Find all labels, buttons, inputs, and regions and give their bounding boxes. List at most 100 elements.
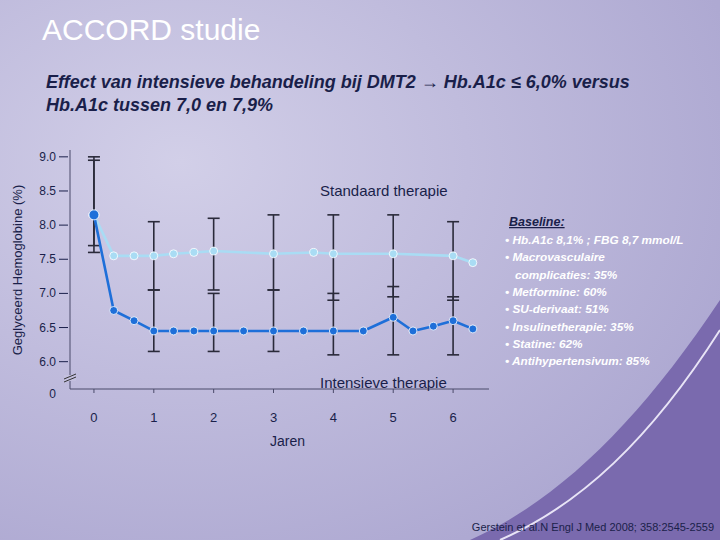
error-cap (268, 289, 280, 291)
error-cap (387, 286, 399, 288)
error-whisker (93, 160, 95, 252)
series-marker (449, 252, 457, 260)
decor-swoosh (470, 300, 720, 540)
series-marker (89, 210, 99, 220)
series-marker (150, 252, 158, 260)
error-bar (268, 290, 280, 351)
error-cap (447, 354, 459, 356)
error-whisker (153, 290, 155, 351)
x-tick (213, 389, 214, 393)
series-marker (310, 248, 318, 256)
series-marker (469, 259, 477, 267)
series-marker (150, 327, 158, 335)
error-bar (327, 293, 339, 354)
x-tick (153, 389, 154, 393)
baseline-line: • Insulinetherapie: 35% (505, 320, 634, 334)
baseline-line: • Statine: 62% (505, 337, 583, 351)
error-bar (327, 215, 339, 300)
error-bar (208, 293, 220, 351)
baseline-line: • Macrovasculaire (505, 250, 605, 264)
series-marker (329, 250, 337, 258)
y-tick-label: 7.0 (39, 286, 56, 300)
series-marker (210, 247, 218, 255)
series-marker (389, 250, 397, 258)
series-marker (449, 317, 457, 325)
error-whisker (273, 290, 275, 351)
series-marker (190, 327, 198, 335)
baseline-line: • Hb.A1c 8,1% ; FBG 8,7 mmol/L (505, 233, 684, 247)
x-tick-label: 3 (270, 410, 277, 425)
x-tick-label: 6 (449, 410, 456, 425)
error-bar (148, 290, 160, 351)
plot-data (88, 157, 477, 355)
error-bar (387, 215, 399, 297)
error-bar (148, 222, 160, 290)
series-marker (210, 327, 218, 335)
error-cap (148, 289, 160, 291)
series-marker (170, 327, 178, 335)
series-line (94, 215, 473, 331)
error-cap (208, 289, 220, 291)
series-marker (130, 317, 138, 325)
y-tick (59, 259, 68, 260)
series-marker (299, 327, 307, 335)
y-tick (59, 156, 68, 157)
x-tick-label: 2 (210, 410, 217, 425)
error-cap (208, 217, 220, 219)
error-cap (268, 214, 280, 216)
error-cap (148, 351, 160, 353)
series-marker (429, 322, 437, 330)
subtitle: Hb.A1c tussen 7,0 en 7,9% (46, 95, 273, 115)
x-tick (453, 389, 454, 393)
y-tick (59, 225, 68, 226)
y-tick-label: 8.5 (39, 184, 56, 198)
axis-break-label: 0 (49, 387, 56, 401)
x-tick-label: 5 (390, 410, 397, 425)
error-cap (88, 156, 100, 158)
subtitle: Effect van intensieve behandeling bij DM… (46, 72, 630, 92)
error-cap (387, 214, 399, 216)
series-label: Standaard therapie (320, 182, 448, 199)
error-cap (387, 354, 399, 356)
x-tick-label: 1 (150, 410, 157, 425)
error-bar (208, 218, 220, 290)
series-marker (270, 250, 278, 258)
error-cap (88, 252, 100, 254)
y-tick-label: 9.0 (39, 150, 56, 164)
decor-curve (500, 330, 720, 540)
y-tick (59, 190, 68, 191)
x-tick (273, 389, 274, 393)
series-line (94, 215, 473, 263)
error-whisker (213, 293, 215, 351)
y-tick-label: 6.5 (39, 321, 56, 335)
y-tick-label: 7.5 (39, 252, 56, 266)
error-cap (88, 159, 100, 161)
error-cap (208, 293, 220, 295)
baseline-title: Baseline: (509, 215, 565, 229)
series-marker (270, 327, 278, 335)
background (0, 0, 720, 540)
series-marker (190, 248, 198, 256)
error-bar (447, 297, 459, 355)
x-axis-label: Jaren (270, 433, 305, 449)
series-marker (110, 306, 118, 314)
error-whisker (333, 293, 335, 354)
series-marker (240, 327, 248, 335)
y-tick-label: 6.0 (39, 355, 56, 369)
baseline-line: • Antihypertensivum: 85% (505, 354, 650, 368)
error-cap (148, 221, 160, 223)
error-cap (268, 351, 280, 353)
y-tick (59, 361, 68, 362)
error-whisker (452, 222, 454, 301)
series-marker (110, 252, 118, 260)
error-cap (327, 354, 339, 356)
series-marker (359, 327, 367, 335)
y-tick (59, 293, 68, 294)
error-cap (447, 221, 459, 223)
error-cap (208, 351, 220, 353)
series-marker (329, 327, 337, 335)
baseline-line: • SU-derivaat: 51% (505, 302, 609, 316)
x-tick (93, 389, 94, 393)
baseline-line: • Metformine: 60% (505, 285, 607, 299)
axis-break (64, 377, 76, 382)
